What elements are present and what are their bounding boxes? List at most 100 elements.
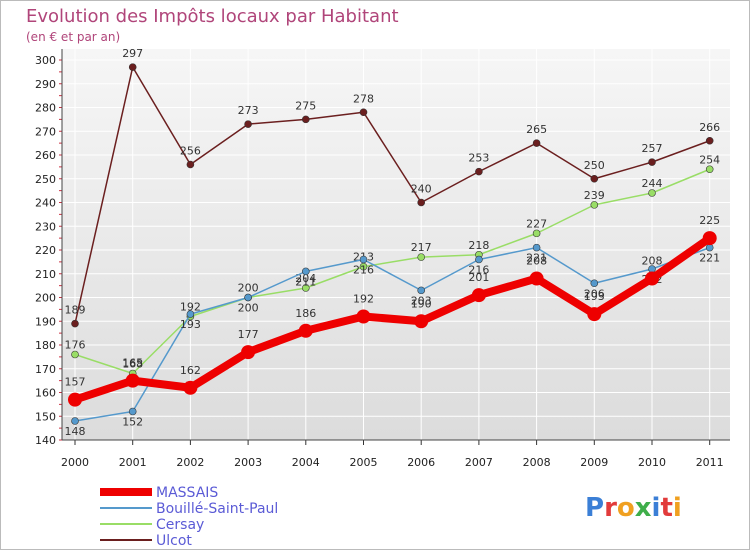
data-label: 165 — [122, 357, 143, 370]
data-label: 200 — [238, 302, 259, 315]
legend-label: Ulcot — [156, 533, 192, 549]
data-label: 203 — [411, 294, 432, 307]
data-label: 177 — [238, 328, 259, 341]
series-line — [74, 66, 711, 325]
x-tick-label: 2000 — [61, 456, 89, 469]
data-point — [183, 380, 198, 395]
data-label: 225 — [699, 214, 720, 227]
data-point — [475, 167, 483, 176]
data-label: 193 — [584, 290, 605, 303]
proxiti-logo-text: Proxiti — [585, 493, 682, 523]
data-label: 192 — [180, 301, 201, 314]
data-point — [475, 255, 483, 264]
data-label: 275 — [295, 99, 316, 112]
logo-letter: t — [660, 493, 672, 523]
y-tick-label: 250 — [35, 173, 56, 186]
y-tick-label: 150 — [35, 410, 56, 423]
y-tick-label: 220 — [35, 244, 56, 257]
y-tick-label: 170 — [35, 363, 56, 376]
data-point — [590, 174, 599, 183]
y-tick-label: 140 — [35, 434, 56, 447]
y-tick-label: 190 — [35, 315, 56, 328]
x-tick-label: 2003 — [234, 456, 262, 469]
data-point — [648, 158, 656, 166]
y-tick-label: 240 — [35, 197, 56, 210]
data-point — [417, 253, 426, 261]
data-point — [71, 319, 79, 328]
data-point — [301, 267, 310, 276]
data-label: 227 — [526, 217, 547, 230]
data-label: 157 — [65, 376, 86, 389]
x-tick-label: 2002 — [176, 456, 204, 469]
data-point — [128, 63, 137, 71]
data-label: 204 — [295, 272, 316, 285]
data-label: 266 — [699, 121, 720, 134]
y-tick-label: 230 — [35, 220, 56, 233]
x-tick-label: 2005 — [350, 456, 378, 469]
chart-subtitle: (en € et par an) — [26, 30, 120, 44]
data-point — [414, 314, 429, 329]
logo-letter: P — [585, 493, 604, 523]
data-label: 239 — [584, 189, 605, 202]
data-label: 193 — [180, 318, 201, 331]
data-point — [244, 120, 252, 128]
y-tick-label: 280 — [35, 102, 56, 115]
plot-area — [62, 49, 730, 440]
proxiti-logo: Proxiti — [585, 493, 682, 523]
legend-label: MASSAIS — [156, 485, 218, 501]
data-label: 297 — [122, 47, 143, 60]
data-label: 186 — [295, 307, 316, 320]
data-label: 152 — [122, 416, 143, 429]
data-label: 211 — [295, 275, 316, 288]
chart-title: Evolution des Impôts locaux par Habitant — [26, 6, 399, 27]
data-point — [471, 288, 486, 303]
series-massais: 157 165 162 177 186 192 190 201 208 193 208 225 — [65, 214, 720, 407]
data-point — [241, 345, 256, 360]
data-point — [71, 417, 79, 425]
data-point — [359, 255, 368, 264]
data-label: 244 — [642, 177, 663, 190]
logo-letter: i — [673, 493, 682, 523]
data-point — [125, 373, 140, 388]
y-tick-label: 300 — [35, 54, 56, 67]
y-tick-label: 210 — [35, 268, 56, 281]
data-point — [128, 407, 137, 416]
data-point — [301, 115, 310, 124]
logo-letter: x — [635, 493, 652, 523]
data-point — [705, 165, 714, 174]
data-label: 265 — [526, 123, 547, 136]
series-line — [74, 246, 711, 422]
data-label: 200 — [238, 282, 259, 295]
data-label: 278 — [353, 92, 374, 105]
data-label: 190 — [411, 297, 432, 310]
data-label: 168 — [122, 358, 143, 371]
data-label: 273 — [238, 104, 259, 117]
data-point — [298, 323, 313, 338]
x-tick-label: 2001 — [119, 456, 147, 469]
data-point — [68, 392, 82, 407]
x-tick-label: 2009 — [580, 456, 608, 469]
data-point — [590, 279, 599, 288]
data-label: 201 — [468, 271, 489, 284]
data-label: 256 — [180, 145, 201, 158]
data-label: 162 — [180, 364, 201, 377]
data-point — [359, 108, 368, 117]
series-line — [71, 234, 714, 404]
legend-label: Cersay — [156, 517, 204, 533]
data-point — [645, 271, 659, 286]
data-label: 240 — [411, 183, 432, 196]
data-point — [705, 136, 714, 145]
data-label: 216 — [353, 264, 374, 277]
data-label: 176 — [65, 339, 86, 352]
grid — [62, 49, 730, 441]
x-tick-label: 2004 — [292, 456, 320, 469]
logo-letter: r — [604, 493, 617, 523]
data-point — [301, 284, 310, 292]
y-tick-label: 260 — [35, 149, 56, 162]
y-tick-label: 180 — [35, 339, 56, 352]
data-label: 254 — [699, 153, 720, 166]
data-point — [417, 286, 426, 295]
data-point — [705, 243, 714, 252]
